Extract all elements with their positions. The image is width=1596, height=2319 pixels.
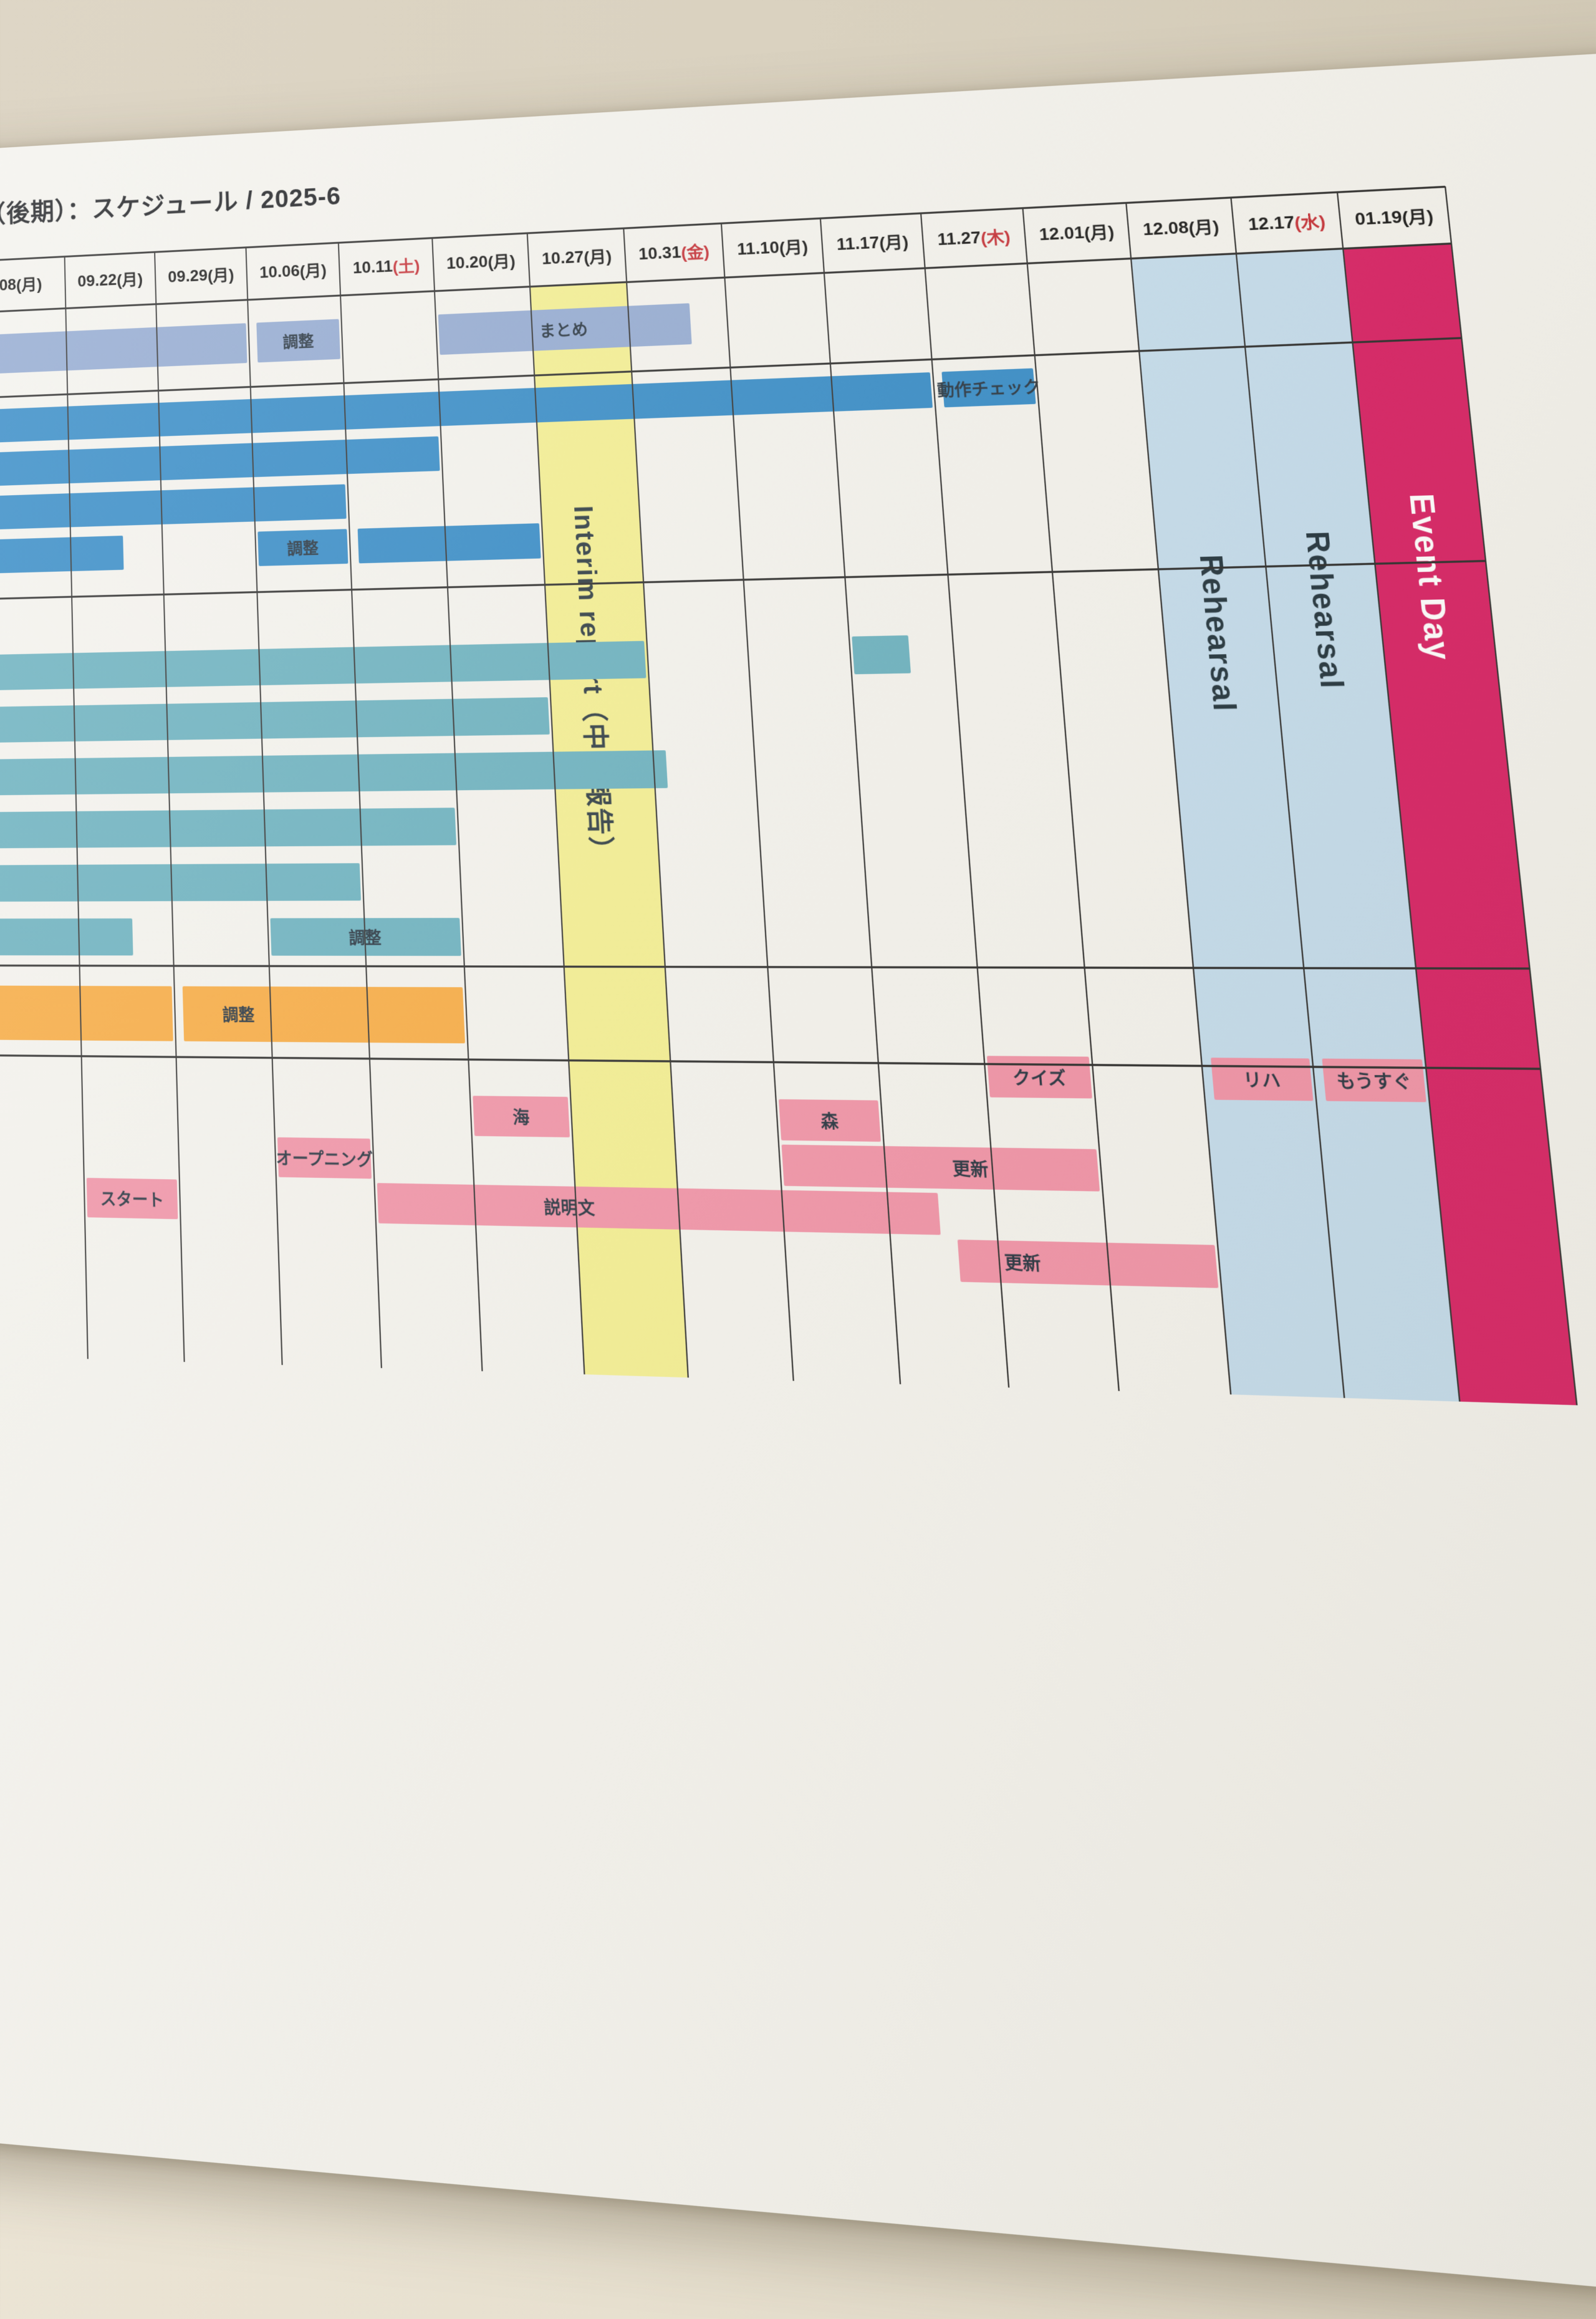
bar-label: 海 (512, 1107, 531, 1128)
bar: 海 (473, 1096, 570, 1137)
bar (0, 436, 440, 486)
header-weekday: (木) (979, 227, 1011, 249)
bar: 調整 (257, 529, 349, 566)
bar: まとめ (438, 303, 692, 355)
bar: リハ (1211, 1058, 1314, 1101)
paper-sheet: （後期）：スケジュール / 2025-6 Interim report（中間報告… (0, 49, 1596, 2319)
grid-column-line (1022, 208, 1120, 1391)
header-date: 11.10 (736, 237, 780, 259)
bar: 調整 (256, 319, 340, 363)
bar-label: オープニング (276, 1149, 373, 1170)
header-date: 12.01 (1038, 222, 1085, 244)
bar: オープニング (276, 1137, 373, 1179)
header-date: 09.22 (77, 270, 117, 291)
header-cell-11.10: 11.10 (月) (721, 218, 824, 277)
bar-label: 調整 (222, 1006, 255, 1025)
bar: スタート (86, 1177, 178, 1220)
header-weekday: (金) (680, 242, 710, 263)
header-date: 10.20 (446, 251, 488, 273)
bar-label: 動作チェック (936, 378, 1042, 401)
page-title: （後期）：スケジュール / 2025-6 (0, 182, 342, 229)
bar-label: 調整 (286, 539, 319, 559)
header-cell-10.06: 10.06 (月) (246, 243, 340, 300)
bar-label: 説明文 (543, 1198, 595, 1219)
bar-label: まとめ (539, 321, 589, 340)
bar: 調整 (182, 986, 466, 1044)
bar (357, 523, 541, 564)
bar: 動作チェック (936, 368, 1041, 408)
bar-label: 調整 (282, 332, 314, 352)
bar (0, 536, 124, 574)
bar-label: 更新 (951, 1159, 989, 1180)
bar (0, 323, 248, 375)
bar (0, 372, 933, 443)
bar: 更新 (957, 1239, 1219, 1288)
header-weekday: (月) (778, 237, 809, 258)
header-cell-09.22: 09.22 (月) (65, 252, 156, 308)
header-date: 10.27 (541, 247, 585, 268)
header-cell-10.27: 10.27 (月) (527, 228, 627, 287)
bar-label: リハ (1242, 1070, 1282, 1091)
bar-label: もうすぐ (1335, 1071, 1413, 1092)
header-cell-08: 08 (月) (0, 256, 65, 312)
header-cell-12.08: 12.08 (月) (1126, 197, 1236, 258)
header-cell-12.17: 12.17 (水) (1231, 192, 1343, 253)
bar: クイズ (986, 1056, 1092, 1099)
bar (0, 985, 173, 1041)
header-date: 10.06 (259, 261, 300, 282)
header-cell-10.11: 10.11 (土) (339, 238, 435, 295)
header-date: 12.17 (1247, 212, 1296, 234)
header-weekday: (月) (1401, 206, 1435, 228)
header-cell-11.17: 11.17 (月) (820, 213, 925, 273)
header-weekday: (水) (1293, 211, 1327, 233)
bar-label: スタート (100, 1189, 165, 1210)
header-weekday: (月) (16, 275, 42, 295)
bar (852, 635, 911, 675)
header-weekday: (月) (1083, 222, 1115, 244)
bar (0, 808, 457, 849)
header-date: 12.08 (1142, 217, 1190, 239)
bar (0, 750, 668, 796)
bar-label: 森 (820, 1111, 839, 1132)
header-date: 01.19 (1353, 206, 1403, 229)
bar-label: クイズ (1012, 1068, 1067, 1089)
header-cell-01.19: 01.19 (月) (1337, 186, 1451, 248)
bar-label: 更新 (1004, 1253, 1042, 1275)
header-date: 10.11 (352, 256, 393, 277)
header-weekday: (月) (299, 261, 327, 281)
header-weekday: (月) (583, 247, 612, 268)
bar: 更新 (781, 1144, 1100, 1192)
header-date: 09.29 (167, 266, 208, 286)
bar (0, 697, 550, 743)
bar (0, 484, 347, 530)
bar: 森 (778, 1099, 881, 1142)
header-cell-11.27: 11.27 (木) (921, 208, 1027, 268)
header-weekday: (月) (207, 265, 234, 286)
bar: もうすぐ (1322, 1058, 1426, 1102)
header-date: 10.31 (638, 242, 682, 264)
header-weekday: (月) (1188, 217, 1220, 239)
header-cell-10.31: 10.31 (金) (623, 223, 724, 282)
header-date: 11.17 (835, 232, 880, 254)
header-weekday: (月) (487, 251, 516, 272)
header-weekday: (土) (392, 256, 421, 277)
gantt-table: Interim report（中間報告） Rehearsal Rehearsal Ev… (0, 185, 1578, 1405)
bar (0, 918, 133, 956)
header-cell-12.01: 12.01 (月) (1022, 203, 1131, 263)
bar: 説明文 (377, 1183, 941, 1235)
header-weekday: (月) (878, 232, 910, 253)
bar (0, 863, 362, 902)
header-cell-09.29: 09.29 (月) (155, 247, 248, 304)
header-date: 11.27 (936, 227, 982, 249)
header-date: 08 (0, 275, 17, 294)
header-weekday: (月) (116, 270, 143, 290)
header-cell-10.20: 10.20 (月) (432, 233, 530, 291)
